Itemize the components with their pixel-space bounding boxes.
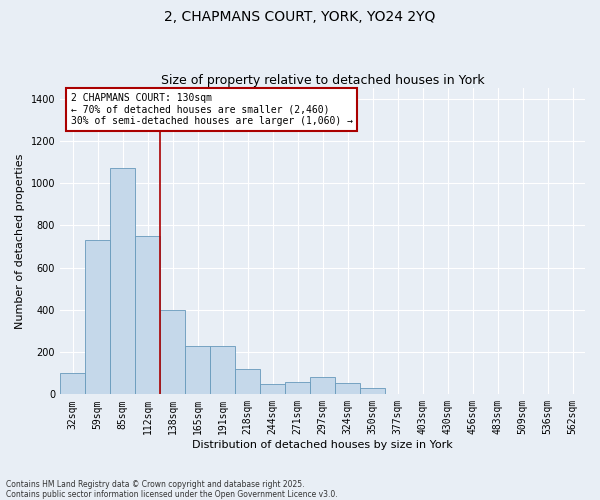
Y-axis label: Number of detached properties: Number of detached properties bbox=[15, 154, 25, 329]
Bar bbox=[85, 240, 110, 394]
Bar bbox=[135, 236, 160, 394]
Bar bbox=[210, 346, 235, 395]
Bar bbox=[160, 310, 185, 394]
Title: Size of property relative to detached houses in York: Size of property relative to detached ho… bbox=[161, 74, 484, 87]
Bar bbox=[260, 384, 285, 394]
Bar bbox=[185, 346, 210, 395]
Bar bbox=[285, 382, 310, 394]
Text: 2 CHAPMANS COURT: 130sqm
← 70% of detached houses are smaller (2,460)
30% of sem: 2 CHAPMANS COURT: 130sqm ← 70% of detach… bbox=[71, 93, 353, 126]
Text: 2, CHAPMANS COURT, YORK, YO24 2YQ: 2, CHAPMANS COURT, YORK, YO24 2YQ bbox=[164, 10, 436, 24]
Bar bbox=[110, 168, 135, 394]
Text: Contains HM Land Registry data © Crown copyright and database right 2025.
Contai: Contains HM Land Registry data © Crown c… bbox=[6, 480, 338, 499]
X-axis label: Distribution of detached houses by size in York: Distribution of detached houses by size … bbox=[192, 440, 453, 450]
Bar bbox=[235, 369, 260, 394]
Bar bbox=[335, 382, 360, 394]
Bar bbox=[360, 388, 385, 394]
Bar bbox=[310, 378, 335, 394]
Bar bbox=[60, 373, 85, 394]
